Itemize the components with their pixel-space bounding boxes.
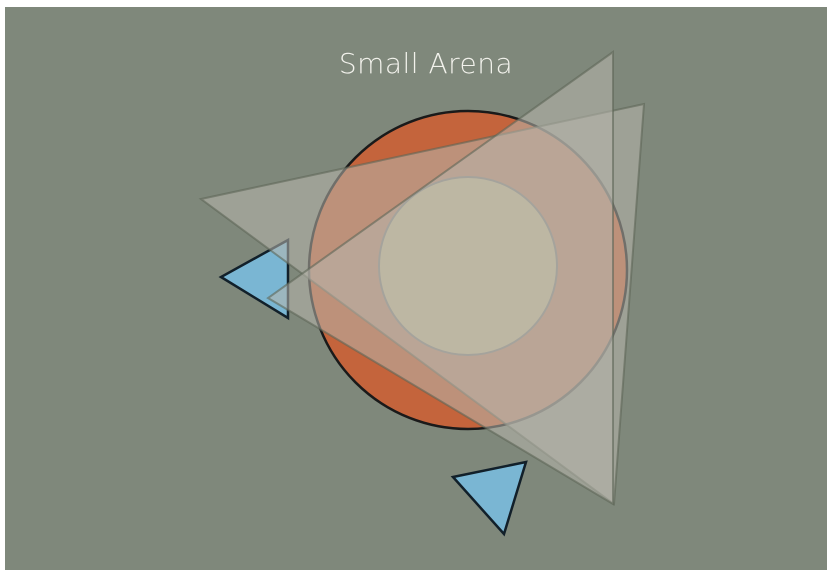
- game-arena: Small Arena: [5, 7, 827, 570]
- player-bottom-marker[interactable]: [450, 460, 528, 537]
- view-cone-bottom: [266, 50, 614, 506]
- arena-canvas: [198, 50, 646, 537]
